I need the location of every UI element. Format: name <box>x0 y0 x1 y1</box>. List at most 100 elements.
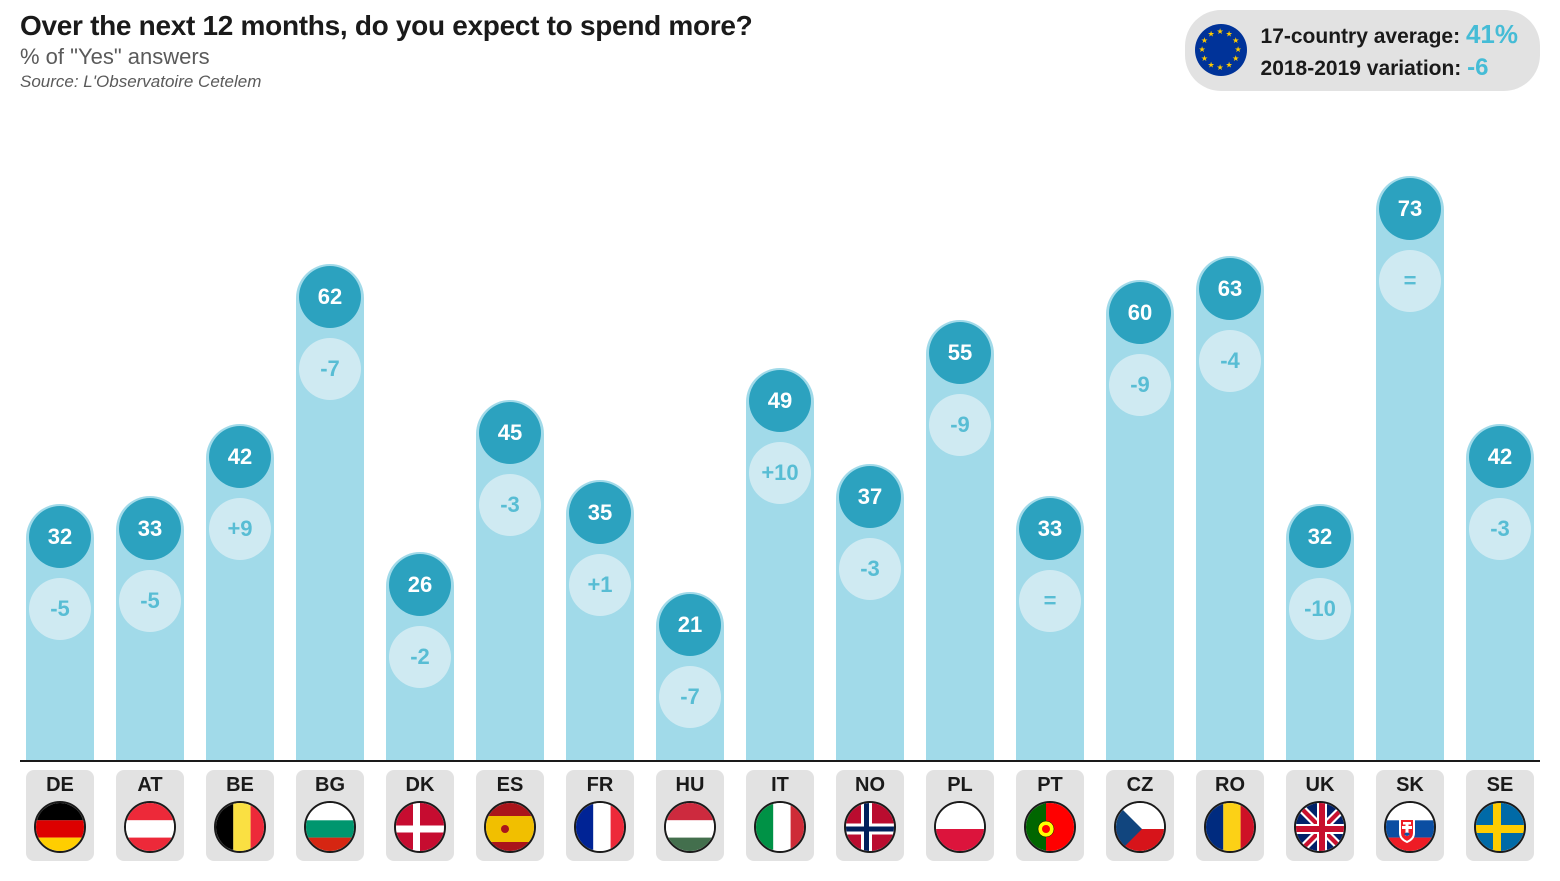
bar: 62-7 <box>296 264 364 760</box>
bar-column: 35+1 <box>566 122 634 760</box>
bar-column: 49+10 <box>746 122 814 760</box>
bar-column: 62-7 <box>296 122 364 760</box>
summary-box: ★★★★★★★★★★★★ 17-country average: 41% 201… <box>1185 10 1540 91</box>
value-circle: 26 <box>389 554 451 616</box>
de-flag-icon <box>34 801 86 853</box>
country-code: UK <box>1306 774 1335 797</box>
bg-flag-icon <box>304 801 356 853</box>
country-code: IT <box>771 774 789 797</box>
delta-circle: = <box>1379 250 1441 312</box>
bar: 32-5 <box>26 504 94 760</box>
value-circle: 45 <box>479 402 541 464</box>
pl-flag-icon <box>934 801 986 853</box>
fr-flag-icon <box>574 801 626 853</box>
no-flag-icon <box>844 801 896 853</box>
uk-flag-icon <box>1294 801 1346 853</box>
summary-variation-label: 2018-2019 variation: <box>1261 57 1462 80</box>
value-circle: 32 <box>29 506 91 568</box>
bar: 63-4 <box>1196 256 1264 760</box>
country-label-cell: SE <box>1466 770 1534 861</box>
bar-column: 26-2 <box>386 122 454 760</box>
delta-circle: -7 <box>659 666 721 728</box>
delta-circle: +10 <box>749 442 811 504</box>
country-label-cell: DE <box>26 770 94 861</box>
value-circle: 42 <box>1469 426 1531 488</box>
delta-circle: -3 <box>479 474 541 536</box>
chart-header: Over the next 12 months, do you expect t… <box>20 10 1540 92</box>
value-circle: 21 <box>659 594 721 656</box>
country-code: DK <box>406 774 435 797</box>
delta-circle: -3 <box>1469 498 1531 560</box>
country-code: SK <box>1396 774 1424 797</box>
chart: 32-533-542+962-726-245-335+121-749+1037-… <box>20 122 1540 861</box>
bar-column: 45-3 <box>476 122 544 760</box>
country-label-cell: AT <box>116 770 184 861</box>
bar: 26-2 <box>386 552 454 760</box>
chart-source: Source: L'Observatoire Cetelem <box>20 72 752 92</box>
bar-column: 37-3 <box>836 122 904 760</box>
bar: 33= <box>1016 496 1084 760</box>
country-code: AT <box>137 774 162 797</box>
country-label-cell: PT <box>1016 770 1084 861</box>
summary-text: 17-country average: 41% 2018-2019 variat… <box>1261 18 1518 83</box>
bar: 37-3 <box>836 464 904 760</box>
bar: 73 = <box>1376 176 1444 760</box>
country-label-cell: IT <box>746 770 814 861</box>
value-circle: 49 <box>749 370 811 432</box>
bar-column: 21-7 <box>656 122 724 760</box>
se-flag-icon <box>1474 801 1526 853</box>
delta-circle: -4 <box>1199 330 1261 392</box>
be-flag-icon <box>214 801 266 853</box>
summary-average-value: 41% <box>1466 19 1518 49</box>
country-code: CZ <box>1127 774 1154 797</box>
delta-circle: -9 <box>1109 354 1171 416</box>
bar: 32-10 <box>1286 504 1354 760</box>
it-flag-icon <box>754 801 806 853</box>
country-code: RO <box>1215 774 1245 797</box>
country-code: FR <box>587 774 614 797</box>
bar-column: 32-5 <box>26 122 94 760</box>
value-circle: 37 <box>839 466 901 528</box>
delta-circle: -3 <box>839 538 901 600</box>
country-code: NO <box>855 774 885 797</box>
bar: 42+9 <box>206 424 274 760</box>
pt-flag-icon <box>1024 801 1076 853</box>
delta-circle: +9 <box>209 498 271 560</box>
bars-area: 32-533-542+962-726-245-335+121-749+1037-… <box>20 122 1540 762</box>
bar: 49+10 <box>746 368 814 760</box>
bar: 21-7 <box>656 592 724 760</box>
bar-column: 60-9 <box>1106 122 1174 760</box>
country-label-cell: BE <box>206 770 274 861</box>
labels-row: DEATBEBGDKESFRHUITNOPLPTCZROUK SKSE <box>20 770 1540 861</box>
value-circle: 32 <box>1289 506 1351 568</box>
delta-circle: -2 <box>389 626 451 688</box>
country-code: HU <box>676 774 705 797</box>
country-code: BE <box>226 774 254 797</box>
delta-circle: -7 <box>299 338 361 400</box>
bar-column: 33= <box>1016 122 1084 760</box>
country-label-cell: DK <box>386 770 454 861</box>
delta-circle: -5 <box>119 570 181 632</box>
value-circle: 33 <box>1019 498 1081 560</box>
country-label-cell: HU <box>656 770 724 861</box>
country-label-cell: SK <box>1376 770 1444 861</box>
dk-flag-icon <box>394 801 446 853</box>
country-label-cell: NO <box>836 770 904 861</box>
value-circle: 35 <box>569 482 631 544</box>
country-label-cell: ES <box>476 770 544 861</box>
delta-circle: -10 <box>1289 578 1351 640</box>
country-code: PT <box>1037 774 1063 797</box>
summary-variation-value: -6 <box>1467 54 1488 81</box>
country-label-cell: UK <box>1286 770 1354 861</box>
hu-flag-icon <box>664 801 716 853</box>
bar-column: 33-5 <box>116 122 184 760</box>
bar: 42-3 <box>1466 424 1534 760</box>
delta-circle: -5 <box>29 578 91 640</box>
eu-flag-icon: ★★★★★★★★★★★★ <box>1195 24 1247 76</box>
bar-column: 63-4 <box>1196 122 1264 760</box>
value-circle: 73 <box>1379 178 1441 240</box>
bar: 55-9 <box>926 320 994 760</box>
country-label-cell: RO <box>1196 770 1264 861</box>
bar: 33-5 <box>116 496 184 760</box>
chart-subtitle: % of "Yes" answers <box>20 44 752 70</box>
